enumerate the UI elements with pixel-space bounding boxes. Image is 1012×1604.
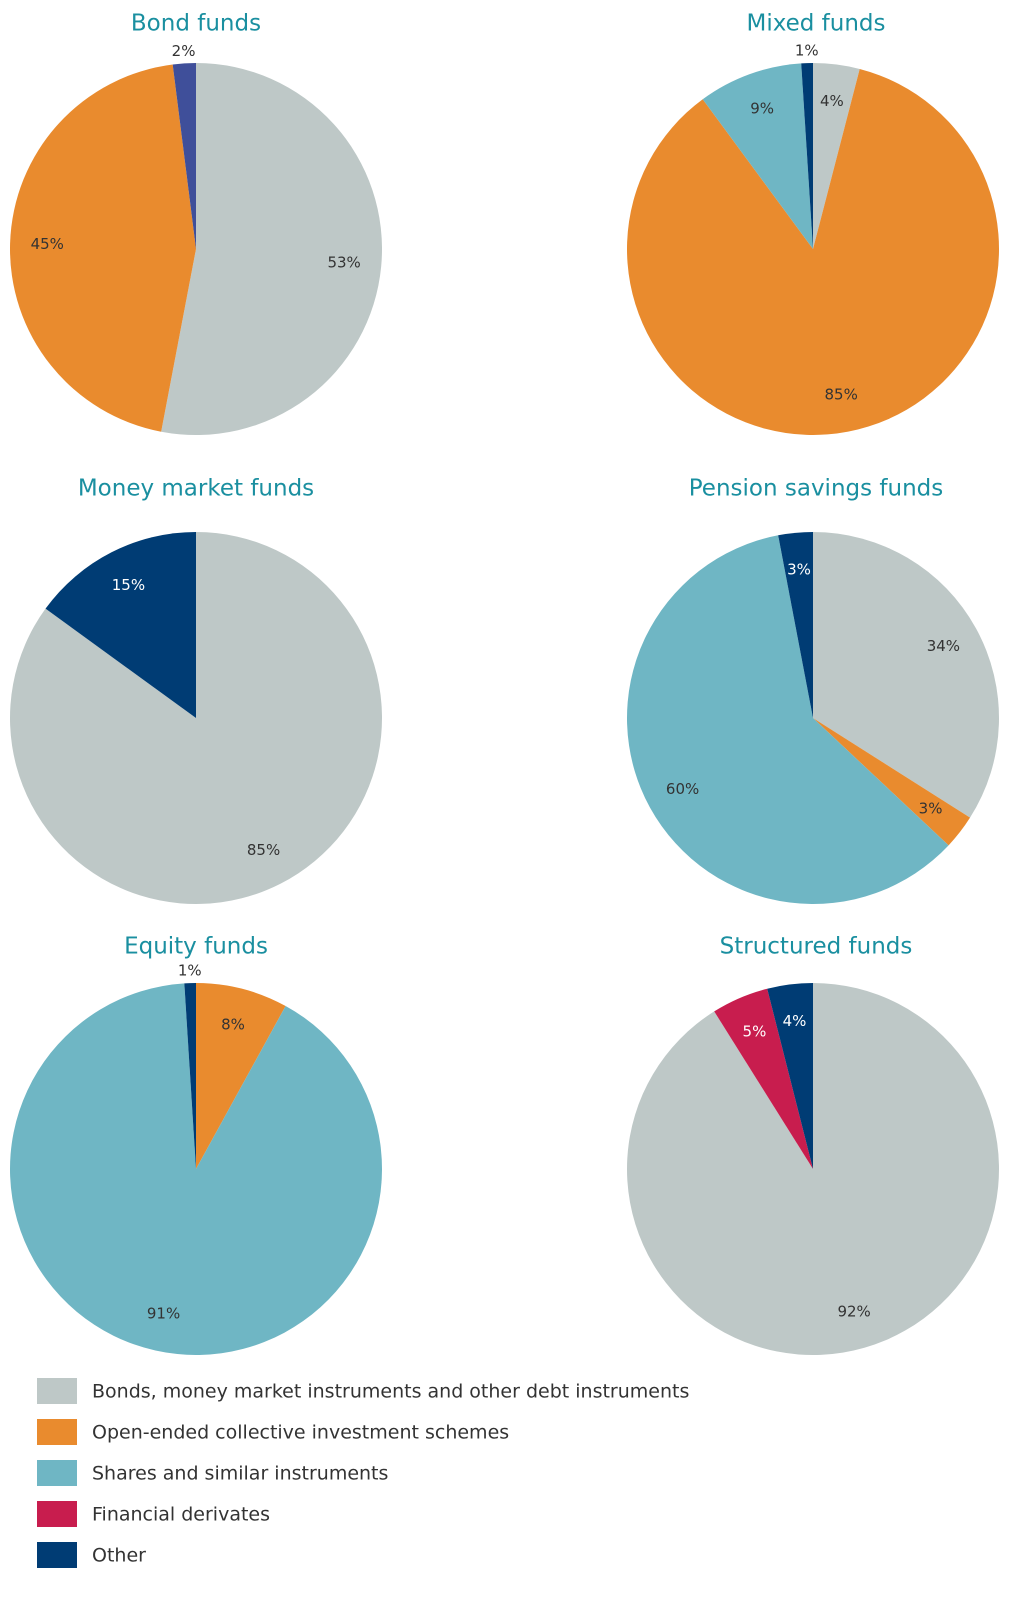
- data-label: 9%: [750, 100, 774, 118]
- pie-slice: [626, 535, 949, 904]
- chart-title: Mixed funds: [746, 11, 885, 37]
- data-label: 1%: [178, 962, 202, 980]
- data-label: 1%: [795, 42, 819, 60]
- data-label: 85%: [247, 841, 280, 859]
- data-label: 91%: [147, 1305, 180, 1323]
- pie-slice: [184, 983, 196, 1169]
- data-label: 53%: [327, 254, 360, 272]
- pie-slice: [813, 718, 971, 846]
- legend-label: Other: [92, 1545, 146, 1567]
- pie-slice: [813, 532, 999, 818]
- pie-slice: [9, 532, 382, 904]
- chart-title: Equity funds: [124, 934, 268, 960]
- data-label: 4%: [783, 1012, 807, 1030]
- pie-slice: [702, 63, 813, 249]
- data-label: 3%: [787, 560, 811, 578]
- data-label: 5%: [743, 1023, 767, 1041]
- chart-title: Money market funds: [78, 476, 314, 502]
- pie-slice: [10, 64, 196, 432]
- pie-slice: [172, 63, 196, 249]
- legend-swatch: [37, 1460, 77, 1486]
- legend-swatch: [37, 1501, 77, 1527]
- pie-slice: [196, 983, 286, 1169]
- pie-slice: [10, 983, 383, 1355]
- pie-slice: [161, 63, 383, 435]
- pie-slice: [813, 63, 860, 249]
- pie-slice: [626, 983, 999, 1355]
- legend-label: Financial derivates: [92, 1504, 270, 1526]
- data-label: 2%: [172, 42, 196, 60]
- data-label: 45%: [31, 235, 64, 253]
- chart-title: Pension savings funds: [689, 476, 944, 502]
- legend-label: Bonds, money market instruments and othe…: [92, 1381, 689, 1403]
- pie-slice: [714, 988, 813, 1169]
- data-label: 15%: [112, 576, 145, 594]
- data-label: 92%: [837, 1303, 870, 1321]
- legend-swatch: [37, 1542, 77, 1568]
- data-label: 8%: [221, 1015, 245, 1033]
- data-label: 4%: [820, 92, 844, 110]
- pie-slice: [778, 532, 813, 718]
- pie-slice: [767, 983, 813, 1169]
- chart-title: Bond funds: [131, 11, 261, 37]
- pie-slice: [801, 63, 813, 249]
- legend-swatch: [37, 1378, 77, 1404]
- legend-label: Shares and similar instruments: [92, 1463, 388, 1485]
- data-label: 3%: [919, 800, 943, 818]
- data-label: 85%: [824, 386, 857, 404]
- pie-slice: [626, 68, 999, 435]
- legend-swatch: [37, 1419, 77, 1445]
- data-label: 60%: [666, 780, 699, 798]
- pie-slice: [45, 532, 196, 718]
- chart-title: Structured funds: [720, 934, 913, 960]
- data-label: 34%: [927, 637, 960, 655]
- legend-label: Open-ended collective investment schemes: [92, 1422, 509, 1444]
